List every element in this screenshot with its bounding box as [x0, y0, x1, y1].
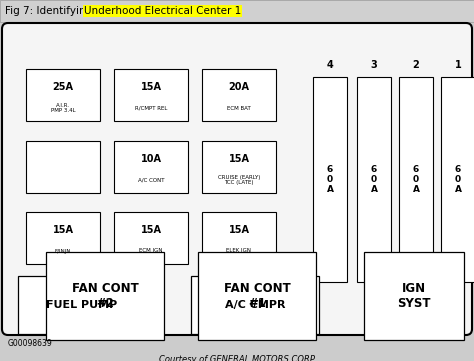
- Text: A/C CMPR: A/C CMPR: [225, 300, 285, 310]
- Text: 15A: 15A: [53, 225, 73, 235]
- Text: 3: 3: [371, 60, 377, 70]
- Bar: [313, 77, 347, 282]
- Bar: [114, 69, 188, 121]
- Bar: [357, 77, 391, 282]
- Text: 6
0
A: 6 0 A: [412, 165, 419, 195]
- Bar: [198, 252, 316, 340]
- Text: 10A: 10A: [140, 154, 162, 164]
- Bar: [26, 69, 100, 121]
- Text: A.I.R.
PMP 3.4L: A.I.R. PMP 3.4L: [51, 103, 75, 113]
- Bar: [114, 212, 188, 264]
- Text: 15A: 15A: [228, 225, 249, 235]
- Bar: [191, 276, 319, 334]
- Bar: [26, 212, 100, 264]
- Text: 4: 4: [327, 60, 333, 70]
- Text: 15A: 15A: [140, 82, 162, 92]
- Text: 6
0
A: 6 0 A: [371, 165, 377, 195]
- FancyBboxPatch shape: [2, 23, 472, 335]
- Text: F/INJN: F/INJN: [55, 248, 71, 253]
- Bar: [364, 252, 464, 340]
- Text: A/C CONT: A/C CONT: [138, 178, 164, 183]
- Bar: [46, 252, 164, 340]
- Bar: [18, 276, 146, 334]
- Text: 6
0
A: 6 0 A: [455, 165, 462, 195]
- Bar: [202, 141, 276, 193]
- Text: ECM IGN: ECM IGN: [139, 248, 163, 253]
- Text: IGN
SYST: IGN SYST: [397, 282, 431, 310]
- Bar: [399, 77, 433, 282]
- Text: 20A: 20A: [228, 82, 249, 92]
- Text: Underhood Electrical Center 1: Underhood Electrical Center 1: [84, 6, 241, 16]
- Text: 25A: 25A: [53, 82, 73, 92]
- Text: 6
0
A: 6 0 A: [327, 165, 334, 195]
- Text: R/CMPT REL: R/CMPT REL: [135, 105, 167, 110]
- Bar: [441, 77, 474, 282]
- Bar: [202, 212, 276, 264]
- Text: Courtesy of GENERAL MOTORS CORP: Courtesy of GENERAL MOTORS CORP: [159, 355, 315, 361]
- Text: ECM BAT: ECM BAT: [227, 105, 251, 110]
- Text: 15A: 15A: [228, 154, 249, 164]
- Bar: [0, 0, 474, 22]
- Text: G00098639: G00098639: [8, 339, 53, 348]
- Bar: [114, 141, 188, 193]
- Bar: [202, 69, 276, 121]
- Text: 15A: 15A: [140, 225, 162, 235]
- Bar: [26, 141, 100, 193]
- Text: Fig 7: Identifying: Fig 7: Identifying: [5, 6, 95, 16]
- Text: ELEK IGN: ELEK IGN: [227, 248, 252, 253]
- Text: 1: 1: [455, 60, 461, 70]
- Text: FUEL PUMP: FUEL PUMP: [46, 300, 118, 310]
- Text: FAN CONT
#1: FAN CONT #1: [224, 282, 291, 310]
- Text: 2: 2: [413, 60, 419, 70]
- Text: CRUISE (EARLY)
TCC (LATE): CRUISE (EARLY) TCC (LATE): [218, 175, 260, 186]
- Text: FAN CONT
#2: FAN CONT #2: [72, 282, 138, 310]
